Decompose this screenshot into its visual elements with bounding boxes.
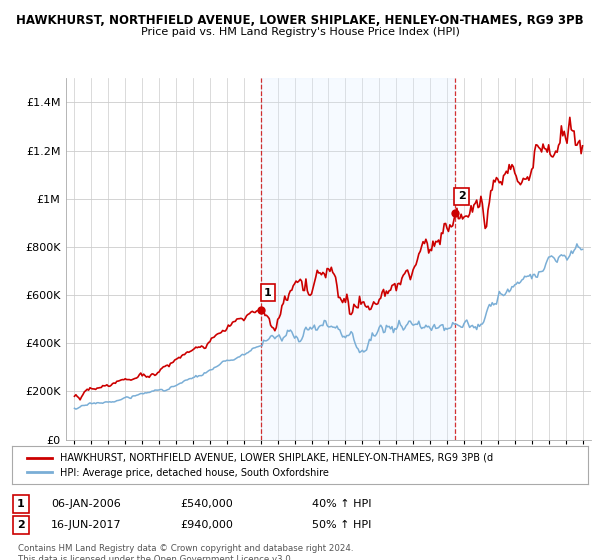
Text: 2: 2 [17,520,25,530]
Text: Contains HM Land Registry data © Crown copyright and database right 2024.
This d: Contains HM Land Registry data © Crown c… [18,544,353,560]
Bar [261,78,455,440]
Text: 1: 1 [17,499,25,509]
Legend: HAWKHURST, NORTHFIELD AVENUE, LOWER SHIPLAKE, HENLEY-ON-THAMES, RG9 3PB (d, HPI:: HAWKHURST, NORTHFIELD AVENUE, LOWER SHIP… [23,448,497,483]
Text: £540,000: £540,000 [180,499,233,509]
Text: HAWKHURST, NORTHFIELD AVENUE, LOWER SHIPLAKE, HENLEY-ON-THAMES, RG9 3PB: HAWKHURST, NORTHFIELD AVENUE, LOWER SHIP… [16,14,584,27]
Text: 2: 2 [458,192,466,202]
Text: Price paid vs. HM Land Registry's House Price Index (HPI): Price paid vs. HM Land Registry's House … [140,27,460,37]
Text: 16-JUN-2017: 16-JUN-2017 [51,520,122,530]
Text: £940,000: £940,000 [180,520,233,530]
Text: 06-JAN-2006: 06-JAN-2006 [51,499,121,509]
Text: 40% ↑ HPI: 40% ↑ HPI [312,499,371,509]
Text: 1: 1 [264,288,272,298]
Text: 50% ↑ HPI: 50% ↑ HPI [312,520,371,530]
